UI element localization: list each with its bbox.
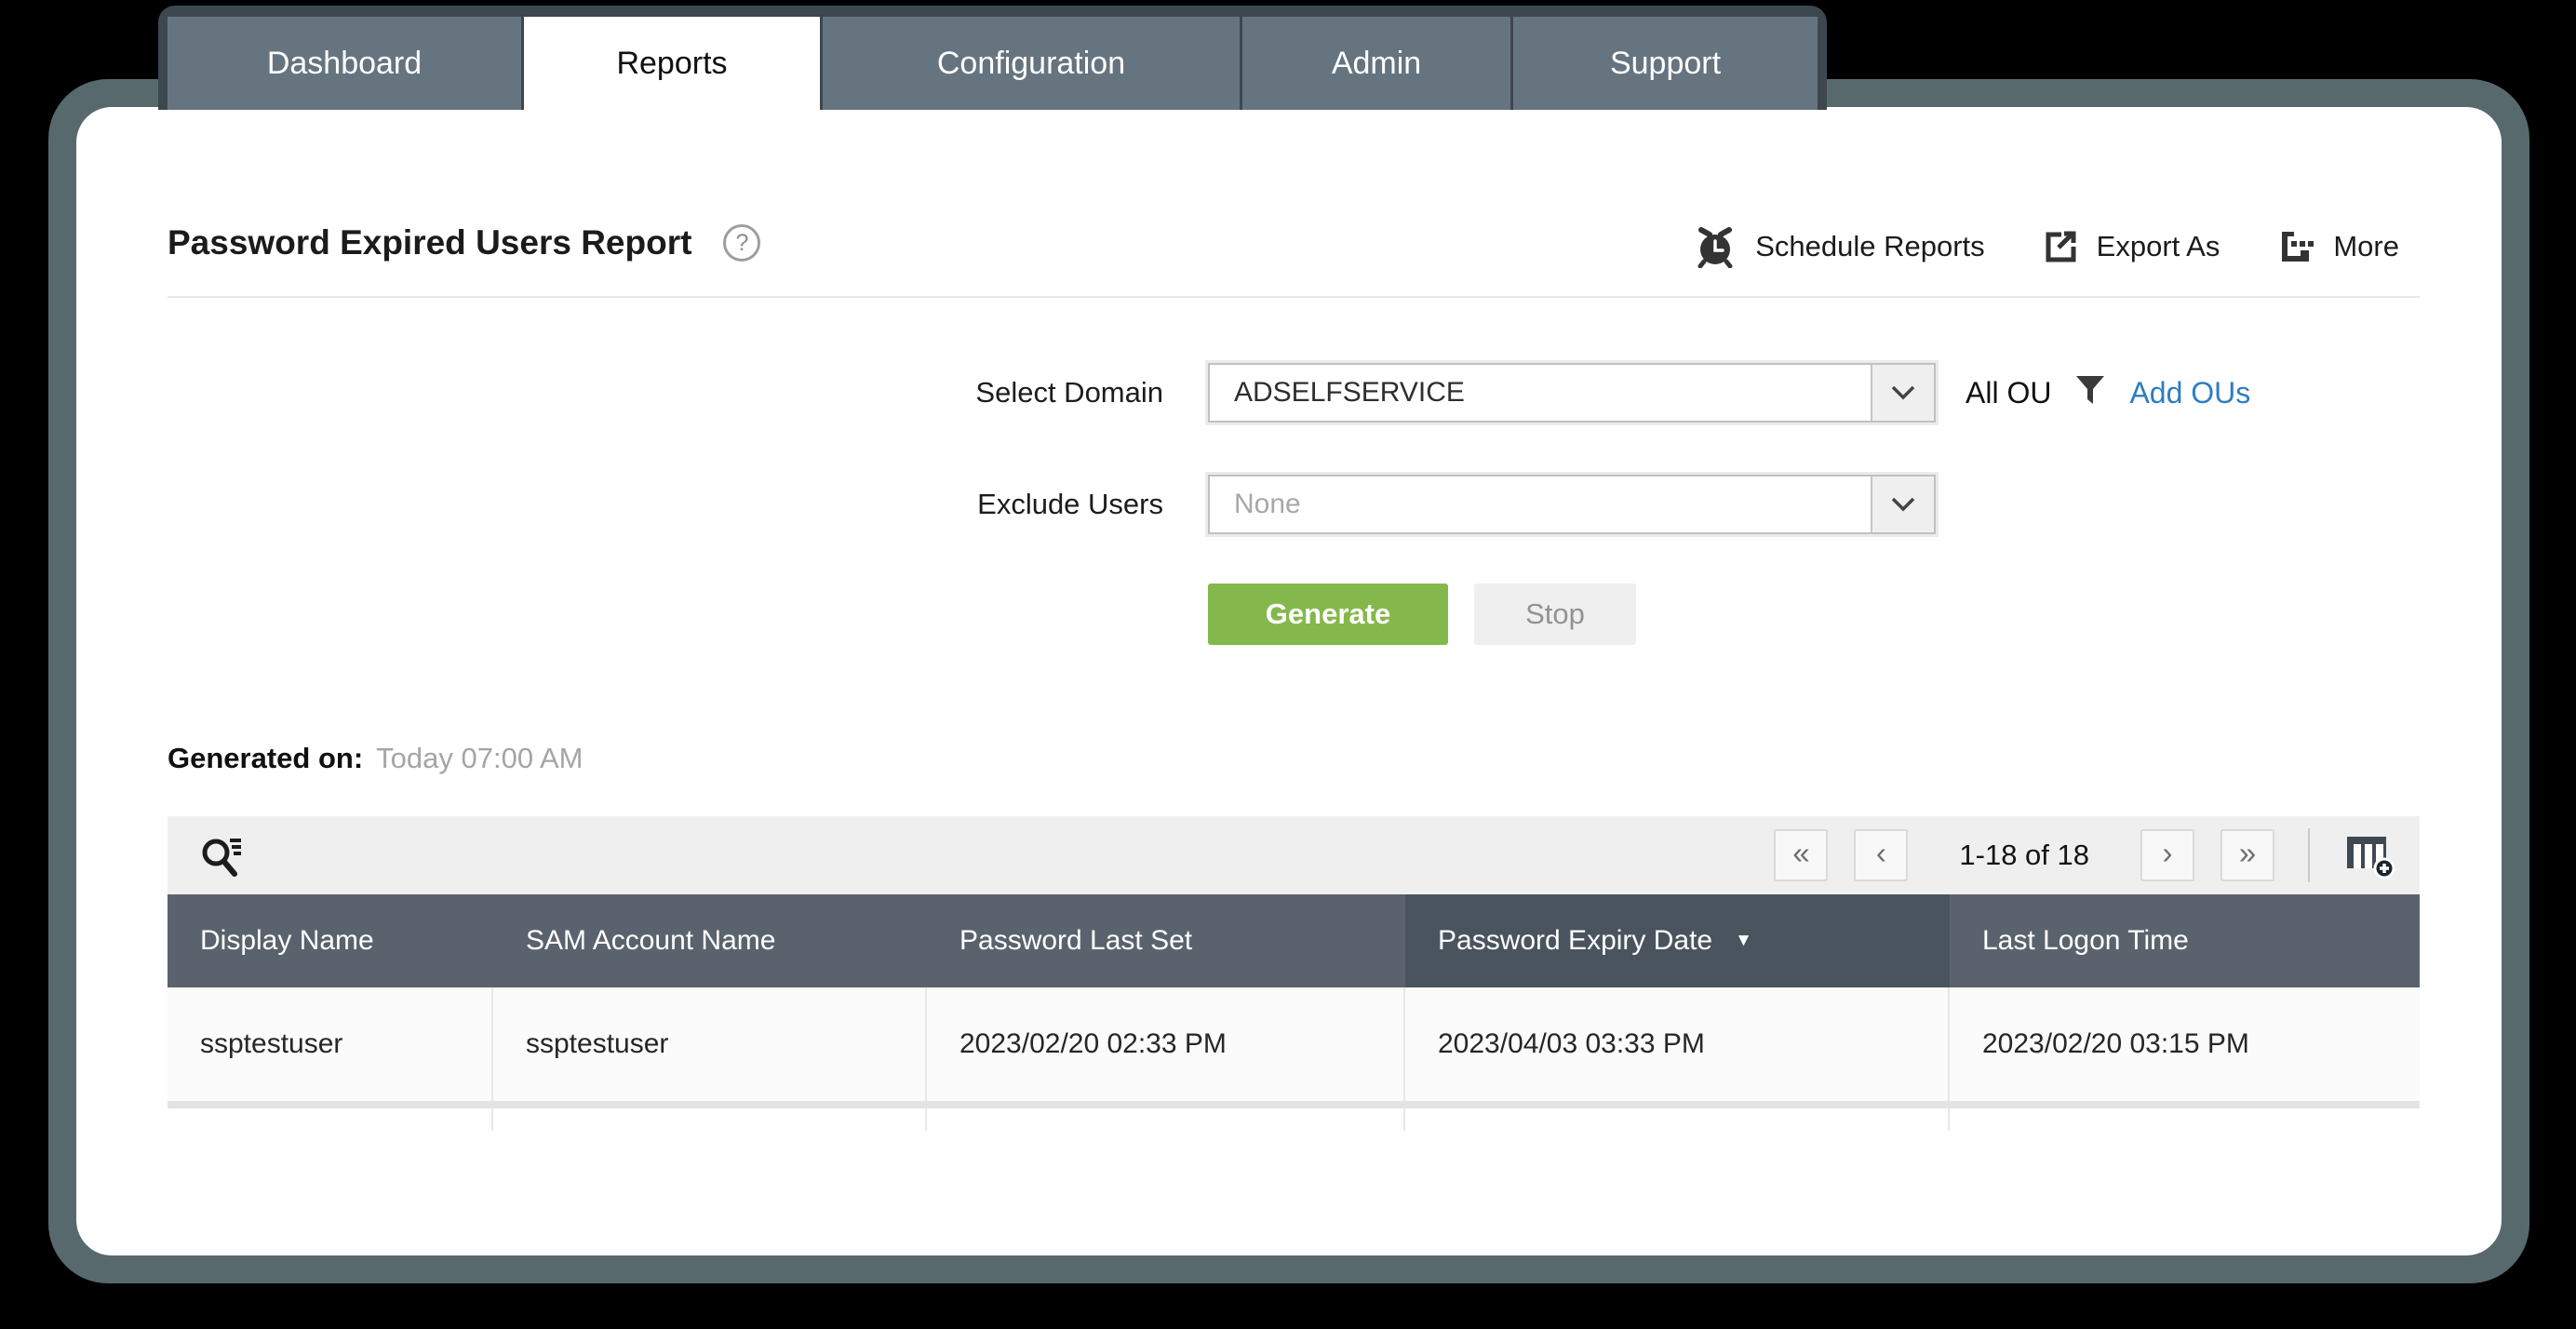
- first-page-button[interactable]: «: [1774, 829, 1829, 881]
- prev-page-button[interactable]: ‹: [1854, 829, 1909, 881]
- pagination-range: 1-18 of 18: [1959, 839, 2089, 871]
- add-columns-icon[interactable]: [2343, 831, 2395, 879]
- table-row: ssptestuser ssptestuser 2023/02/20 02:33…: [168, 987, 2420, 1101]
- title-row: Password Expired Users Report ?: [168, 223, 761, 262]
- page-title: Password Expired Users Report: [168, 223, 692, 262]
- tab-support[interactable]: Support: [1513, 17, 1818, 110]
- toolbar-divider: [2308, 828, 2310, 882]
- column-header-sam-account-name[interactable]: SAM Account Name: [493, 894, 927, 987]
- cell-password-last-set: 2023/02/20 02:33 PM: [927, 987, 1405, 1101]
- column-header-password-last-set[interactable]: Password Last Set: [927, 894, 1405, 987]
- column-label: Password Expiry Date: [1438, 925, 1713, 956]
- column-header-password-expiry-date[interactable]: Password Expiry Date ▼: [1405, 894, 1950, 987]
- alarm-clock-icon: [1694, 225, 1737, 268]
- cell-display-name: ssptestuser: [168, 987, 493, 1101]
- next-page-button[interactable]: ›: [2140, 829, 2194, 881]
- generated-on-line: Generated on: Today 07:00 AM: [168, 742, 583, 775]
- cell-empty: [1950, 1108, 2420, 1131]
- tab-admin[interactable]: Admin: [1242, 17, 1510, 110]
- schedule-reports-button[interactable]: Schedule Reports: [1694, 225, 1985, 268]
- ou-scope-group: All OU Add OUs: [1966, 363, 2250, 423]
- stop-button[interactable]: Stop: [1474, 584, 1636, 645]
- main-nav-tabstrip: Dashboard Reports Configuration Admin Su…: [158, 6, 1827, 110]
- pagination: « ‹ 1-18 of 18 › »: [1774, 828, 2395, 882]
- report-actions: Schedule Reports Export As: [1694, 223, 2399, 270]
- more-button[interactable]: More: [2275, 227, 2399, 266]
- export-as-label: Export As: [2096, 230, 2220, 262]
- exclude-users-label: Exclude Users: [977, 488, 1163, 520]
- export-as-button[interactable]: Export As: [2041, 228, 2220, 265]
- tab-reports[interactable]: Reports: [524, 17, 820, 110]
- cell-empty: [493, 1108, 927, 1131]
- column-header-last-logon-time[interactable]: Last Logon Time: [1950, 894, 2420, 987]
- cell-password-expiry-date: 2023/04/03 03:33 PM: [1405, 987, 1950, 1101]
- more-options-icon: [2275, 227, 2314, 266]
- cell-empty: [168, 1108, 493, 1131]
- more-label: More: [2333, 230, 2399, 262]
- export-icon: [2041, 228, 2078, 265]
- add-ous-link[interactable]: Add OUs: [2129, 375, 2251, 409]
- generated-on-value: Today 07:00 AM: [376, 742, 584, 774]
- exclude-users-select[interactable]: None: [1208, 475, 1936, 534]
- cell-empty: [1405, 1108, 1950, 1131]
- help-icon[interactable]: ?: [723, 224, 761, 262]
- column-label: Last Logon Time: [1982, 925, 2189, 956]
- chevron-down-icon[interactable]: [1871, 477, 1934, 532]
- cell-sam-account-name: ssptestuser: [493, 987, 927, 1101]
- cell-empty: [927, 1108, 1405, 1131]
- chevron-down-icon[interactable]: [1871, 365, 1934, 421]
- sort-desc-icon: ▼: [1735, 931, 1752, 950]
- tab-configuration[interactable]: Configuration: [823, 17, 1240, 110]
- select-domain-label: Select Domain: [975, 376, 1163, 409]
- filter-funnel-icon[interactable]: [2075, 375, 2105, 411]
- table-header-row: Display Name SAM Account Name Password L…: [168, 894, 2420, 987]
- domain-select[interactable]: ADSELFSERVICE: [1208, 363, 1936, 423]
- table-toolbar: « ‹ 1-18 of 18 › »: [168, 816, 2420, 894]
- ou-scope-text: All OU: [1966, 375, 2052, 409]
- last-page-button[interactable]: »: [2220, 829, 2274, 881]
- column-header-display-name[interactable]: Display Name: [168, 894, 493, 987]
- generated-on-label: Generated on:: [168, 742, 364, 774]
- column-label: SAM Account Name: [526, 925, 776, 956]
- domain-select-value: ADSELFSERVICE: [1234, 377, 1465, 408]
- column-label: Display Name: [200, 925, 374, 956]
- cell-last-logon-time: 2023/02/20 03:15 PM: [1982, 1028, 2249, 1059]
- search-icon[interactable]: [199, 833, 244, 878]
- report-table: « ‹ 1-18 of 18 › »: [168, 816, 2420, 1131]
- tab-dashboard[interactable]: Dashboard: [168, 17, 521, 110]
- title-divider: [168, 296, 2420, 298]
- row-separator: [168, 1101, 2420, 1108]
- generate-button[interactable]: Generate: [1208, 584, 1448, 645]
- exclude-users-value: None: [1234, 489, 1301, 519]
- schedule-reports-label: Schedule Reports: [1755, 230, 1985, 262]
- column-label: Password Last Set: [959, 925, 1193, 956]
- table-row-partial: [168, 1108, 2420, 1131]
